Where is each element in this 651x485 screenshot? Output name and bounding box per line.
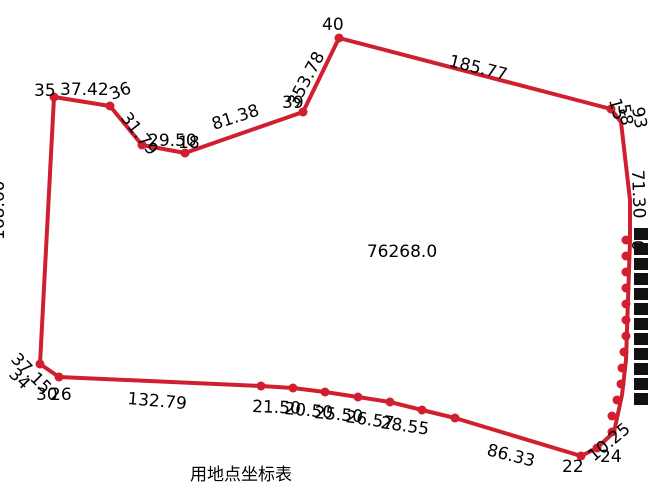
vertex-label-v35: 35 [34,81,56,101]
overlapping-label-block [634,393,648,405]
edge-length-label-e-35-36: 37.42 [60,80,109,100]
edge-length-label-e-b3: 25.50 [314,403,364,427]
edge-length-label-e-b6: 86.33 [485,440,537,471]
vertex-marker [49,92,59,102]
vertex-marker [35,359,45,369]
edge-length-label-e-b5: 28.55 [379,413,430,440]
edge-length-label-e-b1: 21.50 [252,397,301,419]
vertex-label-v39: 39 [282,93,304,113]
overlapping-label-block [634,273,648,285]
overlapping-label-block [634,318,648,330]
vertex-marker [298,107,308,117]
overlapping-label-block [634,243,648,255]
vertex-marker [320,387,330,397]
parcel-labels: 35 36 394015342237.4231.7929.5081.38353.78… [0,15,651,477]
edge-length-label-e-15-down: 71.30 [627,169,649,218]
vertex-marker [576,451,586,461]
overlap-label-o4: 18 [178,133,200,153]
overlapping-label-block [634,228,648,240]
coordinate-table-title: 用地点坐标表 [190,465,292,485]
vertex-marker [288,383,298,393]
vertex-marker [621,331,631,341]
vertex-marker [385,397,395,407]
vertex-marker [606,104,616,114]
vertex-marker [621,235,631,245]
overlapping-label-block [634,258,648,270]
vertex-marker [105,101,115,111]
parcel-boundary-polygon [38,36,632,458]
vertex-marker [334,33,344,43]
vertex-marker [621,299,631,309]
area-label: 76268.0 [367,242,437,262]
vertex-label-v22: 22 [562,457,584,477]
vertex-marker [607,411,617,421]
vertex-markers [35,33,631,461]
overlap-label-o2: 30 [36,385,58,405]
edge-length-label-e-37-38: 29.50 [148,131,197,151]
vertex-marker [180,148,190,158]
edge-length-label-e-bottom-main: 132.79 [127,389,188,414]
vertex-marker [617,363,627,373]
vertex-marker [417,405,427,415]
vertex-marker [621,315,631,325]
vertex-marker [54,372,64,382]
vertex-marker [592,443,602,453]
vertex-marker [450,413,460,423]
overlap-label-o3: 26 [50,385,72,405]
vertex-marker [621,251,631,261]
overlapping-label-block [634,333,648,345]
vertex-marker [612,395,622,405]
edge-length-label-e-40-15: 185.77 [447,51,510,85]
edge-length-label-e-34-35: 168.60 [0,181,9,240]
overlap-label-o6: 93 [627,105,650,130]
vertex-marker [607,427,617,437]
vertex-marker [621,267,631,277]
edge-length-label-e-b2: 20.50 [284,399,334,423]
overlapping-label-block [634,378,648,390]
vertex-label-v40: 40 [322,15,344,35]
vertex-marker [616,379,626,389]
overlap-label-o5: 58 [613,102,636,127]
vertex-marker [137,140,147,150]
overlapping-label-block [634,288,648,300]
vertex-marker [353,392,363,402]
vertex-marker [619,347,629,357]
overlapping-label-block [634,363,648,375]
overlapping-label-block [634,348,648,360]
overlapping-label-block [634,303,648,315]
overlap-label-o8: 24 [600,447,622,467]
vertex-marker [256,381,266,391]
vertex-marker [621,283,631,293]
vertex-label-v36: 36 [107,79,134,105]
